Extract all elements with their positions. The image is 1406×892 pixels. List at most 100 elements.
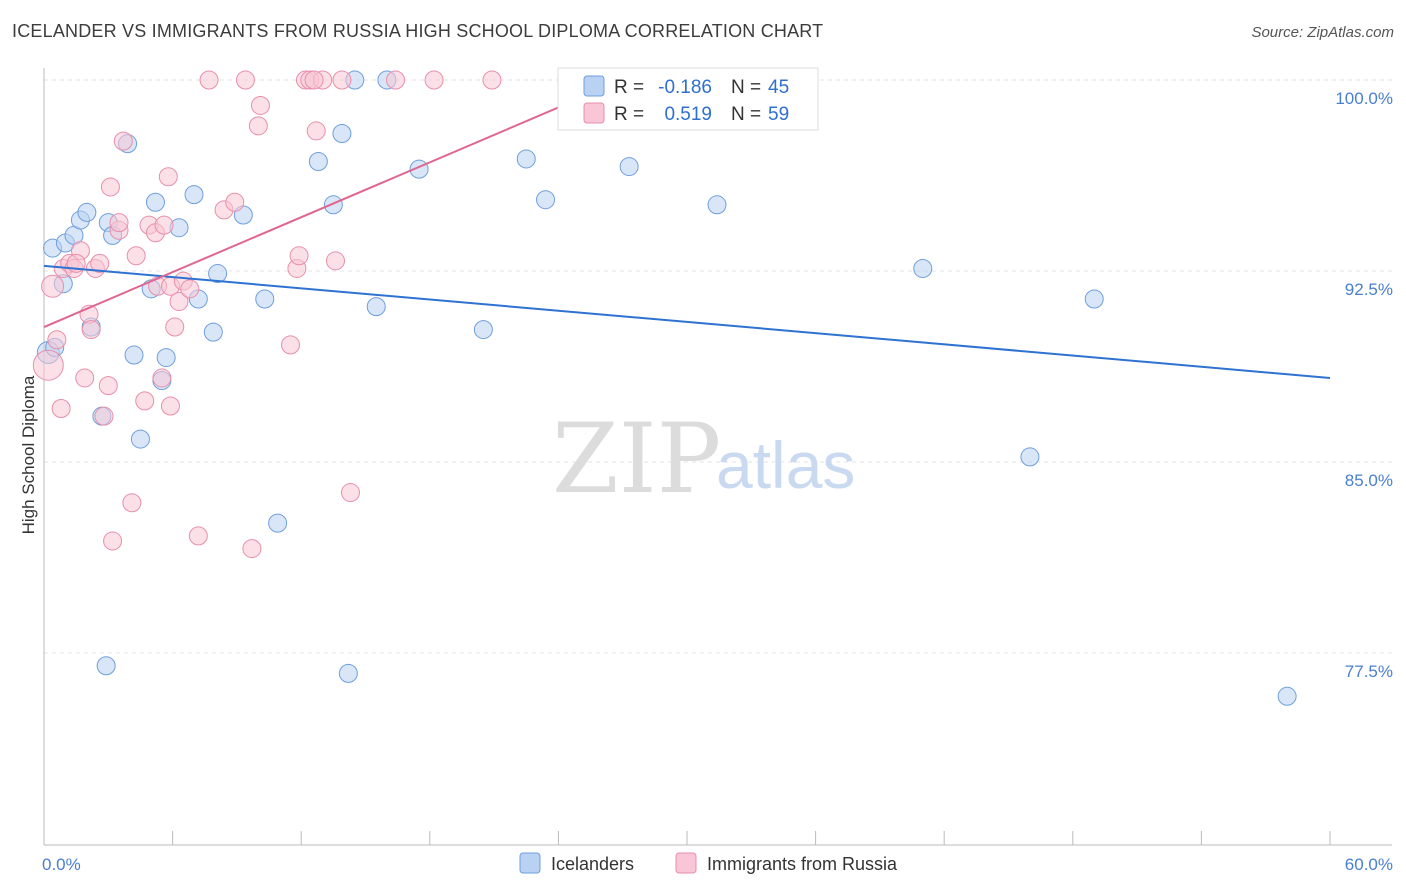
icelander-point xyxy=(1277,686,1297,706)
russia-point xyxy=(242,539,262,559)
trend-lines xyxy=(43,79,1331,379)
icelander-point xyxy=(208,264,228,284)
russia-point xyxy=(199,70,219,90)
russia-point xyxy=(332,70,352,90)
russia-point xyxy=(75,368,95,388)
y-tick-labels: 77.5% 85.0% 92.5% 100.0% xyxy=(1335,89,1393,681)
icelander-point xyxy=(96,656,116,676)
russia-point xyxy=(152,368,172,388)
russia-point xyxy=(325,251,345,271)
x-tick-labels: 0.0% 60.0% xyxy=(42,855,1393,874)
russia-point xyxy=(51,399,71,419)
russia-point xyxy=(113,131,133,151)
watermark-zip: ZIP xyxy=(552,403,721,515)
legend-r-label: R = xyxy=(614,104,644,125)
russia-point xyxy=(103,531,123,551)
russia-point xyxy=(250,95,270,115)
legend-n-label: N = xyxy=(731,77,761,98)
icelander-point xyxy=(707,195,727,215)
y-axis-title: High School Diploma xyxy=(19,375,38,534)
russia-point xyxy=(135,391,155,411)
chart-source: Source: ZipAtlas.com xyxy=(1251,24,1394,41)
legend-bottom-swatch-icelanders xyxy=(519,852,541,874)
russia-point xyxy=(304,70,324,90)
y-tick-label: 92.5% xyxy=(1345,280,1393,299)
y-tick-label: 85.0% xyxy=(1345,471,1393,490)
legend-n-value: 45 xyxy=(768,77,789,98)
russia-point xyxy=(126,246,146,266)
axes xyxy=(43,68,1392,846)
russia-point xyxy=(424,70,444,90)
icelander-point xyxy=(473,320,493,340)
icelander-point xyxy=(184,185,204,205)
russia-point xyxy=(340,483,360,503)
russia-point xyxy=(306,121,326,141)
russia-point xyxy=(100,177,120,197)
icelander-point xyxy=(308,151,328,171)
icelander-point xyxy=(203,322,223,342)
russia-point xyxy=(109,213,129,233)
icelander-point xyxy=(338,663,358,683)
russia-point xyxy=(180,279,200,299)
legend-swatch-russia xyxy=(583,102,605,124)
watermark: ZIP atlas xyxy=(552,403,855,515)
icelander-point xyxy=(913,258,933,278)
legend-r-value: 0.519 xyxy=(664,104,712,125)
icelander-point xyxy=(332,123,352,143)
russia-point xyxy=(90,253,110,273)
russia-point xyxy=(188,526,208,546)
icelander-point xyxy=(366,297,386,317)
icelanders-trend-line xyxy=(43,264,1331,379)
russia-point xyxy=(154,215,174,235)
russia-point xyxy=(169,292,189,312)
legend-r-label: R = xyxy=(614,77,644,98)
chart-title: ICELANDER VS IMMIGRANTS FROM RUSSIA HIGH… xyxy=(12,21,824,41)
icelander-point xyxy=(268,513,288,533)
legend-r-value: -0.186 xyxy=(658,77,712,98)
grid-lines xyxy=(44,79,1392,654)
russia-point xyxy=(47,330,67,350)
icelander-point xyxy=(124,345,144,365)
legend-bottom-label-russia: Immigrants from Russia xyxy=(707,854,898,874)
icelander-point xyxy=(1020,447,1040,467)
icelander-point xyxy=(323,195,343,215)
russia-trend-line xyxy=(43,79,624,328)
russia-point xyxy=(235,70,255,90)
russia-point xyxy=(98,376,118,396)
legend-swatch-icelanders xyxy=(583,75,605,97)
x-tick-label: 60.0% xyxy=(1345,855,1393,874)
legend-bottom: Icelanders Immigrants from Russia xyxy=(519,852,898,874)
russia-point xyxy=(386,70,406,90)
icelander-point xyxy=(536,190,556,210)
russia-point xyxy=(81,320,101,340)
icelander-point xyxy=(145,192,165,212)
russia-point xyxy=(94,406,114,426)
russia-points xyxy=(32,70,616,559)
icelander-point xyxy=(1084,289,1104,309)
russia-point xyxy=(160,396,180,416)
legend-n-value: 59 xyxy=(768,104,789,125)
russia-point xyxy=(122,493,142,513)
icelander-point xyxy=(130,429,150,449)
russia-point xyxy=(248,116,268,136)
russia-point xyxy=(225,192,245,212)
russia-point xyxy=(280,335,300,355)
russia-point xyxy=(165,317,185,337)
icelander-point xyxy=(156,348,176,368)
russia-point xyxy=(41,274,65,298)
russia-point xyxy=(482,70,502,90)
icelander-point xyxy=(516,149,536,169)
watermark-atlas: atlas xyxy=(716,428,855,502)
y-tick-label: 100.0% xyxy=(1335,89,1393,108)
icelander-point xyxy=(255,289,275,309)
icelander-point xyxy=(619,157,639,177)
russia-point xyxy=(289,246,309,266)
icelander-point xyxy=(77,202,97,222)
y-tick-label: 77.5% xyxy=(1345,662,1393,681)
russia-point xyxy=(158,167,178,187)
legend-bottom-swatch-russia xyxy=(675,852,697,874)
russia-point xyxy=(32,349,64,381)
legend-bottom-label-icelanders: Icelanders xyxy=(551,854,634,874)
x-tick-label: 0.0% xyxy=(42,855,81,874)
